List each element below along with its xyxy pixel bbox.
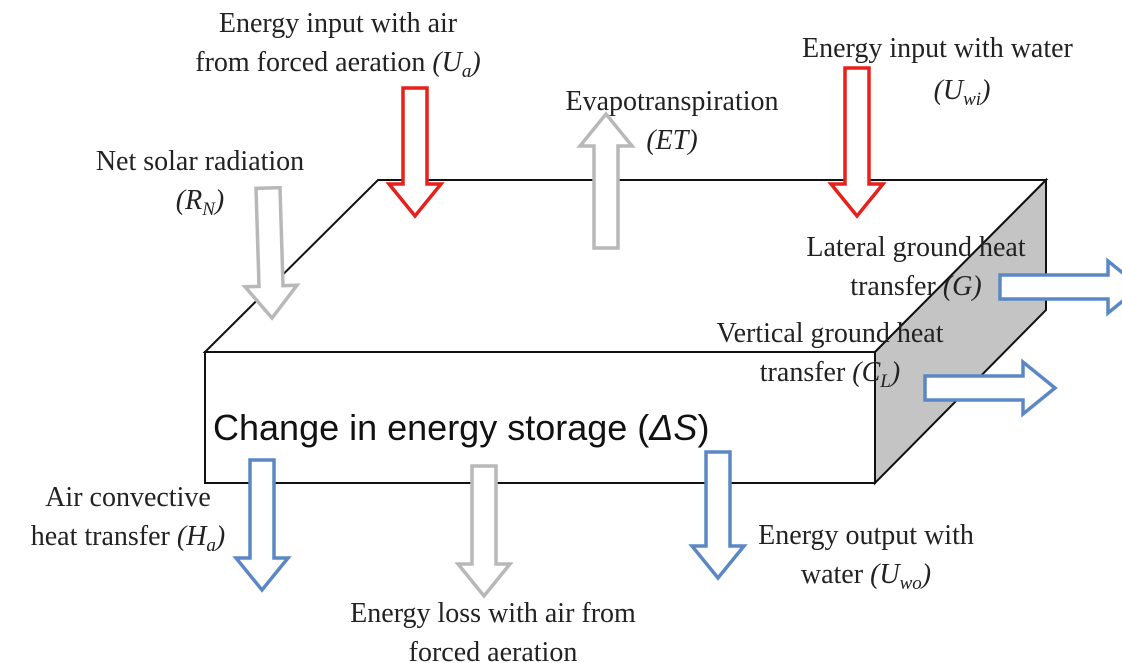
- box-label: Change in energy storage (ΔS): [213, 407, 709, 448]
- label-part: (U: [870, 559, 901, 590]
- arrow: [827, 66, 887, 219]
- label-part: a: [462, 61, 472, 82]
- label: heat transfer (Ha): [31, 521, 226, 556]
- label-part: (U: [432, 47, 463, 78]
- arrow: [923, 358, 1058, 418]
- label-part: transfer: [850, 271, 943, 302]
- label-part: (ET): [646, 125, 697, 156]
- box-label-part: Change in energy storage (: [213, 407, 649, 448]
- label: Energy input with air: [219, 8, 458, 39]
- label-part: wo: [900, 573, 922, 594]
- labels: Change in energy storage (ΔS) Energy inpu…: [31, 8, 1074, 663]
- label-part: Lateral ground heat: [806, 232, 1025, 263]
- label-part: L: [879, 371, 891, 392]
- box-side: [874, 177, 1047, 486]
- label-part: ): [213, 185, 224, 216]
- label-part: Net solar radiation: [96, 146, 304, 177]
- label-part: ): [889, 357, 900, 388]
- arrow: [998, 257, 1122, 317]
- label-part: Energy output with: [758, 520, 974, 551]
- arrows: [232, 66, 1122, 599]
- label: Energy input with water: [802, 33, 1074, 64]
- label-part: Energy input with water: [802, 33, 1074, 64]
- label: Evapotranspiration: [565, 86, 778, 117]
- label: Net solar radiation: [96, 146, 304, 177]
- label-part: from forced aeration: [195, 47, 432, 78]
- label-part: Evapotranspiration: [565, 86, 778, 117]
- box-front: [204, 351, 876, 484]
- label: Air convective: [45, 482, 211, 513]
- label: Lateral ground heat: [806, 232, 1025, 263]
- label-part: (R: [176, 185, 202, 216]
- label-part: water: [801, 559, 870, 590]
- arrow: [454, 464, 514, 599]
- label-part: Air convective: [45, 482, 211, 513]
- label: from forced aeration (Ua): [195, 47, 480, 82]
- label-part: (H: [177, 521, 208, 552]
- label-part: forced aeration: [409, 637, 578, 663]
- label: Energy output with: [758, 520, 974, 551]
- label-part: N: [201, 199, 216, 220]
- label: transfer (CL): [760, 357, 900, 392]
- arrow: [688, 450, 748, 581]
- label: (ET): [646, 125, 697, 156]
- label: water (Uwo): [801, 559, 931, 594]
- arrow: [241, 185, 301, 321]
- box-label-part: ): [697, 407, 709, 448]
- box-label-part: ΔS: [648, 407, 697, 448]
- label-part: ): [469, 47, 480, 78]
- label-part: (C: [852, 357, 880, 388]
- label: (RN): [176, 185, 224, 220]
- arrow: [576, 111, 636, 250]
- label-part: transfer: [760, 357, 853, 388]
- label: Energy loss with air from: [350, 598, 636, 629]
- label-part: Vertical ground heat: [716, 318, 943, 349]
- arrow: [385, 86, 445, 219]
- label-part: ): [214, 521, 225, 552]
- label: (Uwi): [934, 75, 991, 110]
- label: Vertical ground heat: [716, 318, 943, 349]
- label-part: a: [206, 535, 216, 556]
- label-part: ): [979, 75, 990, 106]
- label-part: (G): [943, 271, 982, 302]
- label-part: heat transfer: [31, 521, 177, 552]
- label-part: Energy loss with air from: [350, 598, 636, 629]
- label: forced aeration: [409, 637, 578, 663]
- label-part: ): [920, 559, 931, 590]
- arrow: [232, 458, 292, 593]
- label: transfer (G): [850, 271, 981, 302]
- label-part: (U: [934, 75, 965, 106]
- label-part: wi: [963, 89, 981, 110]
- label-part: Energy input with air: [219, 8, 458, 39]
